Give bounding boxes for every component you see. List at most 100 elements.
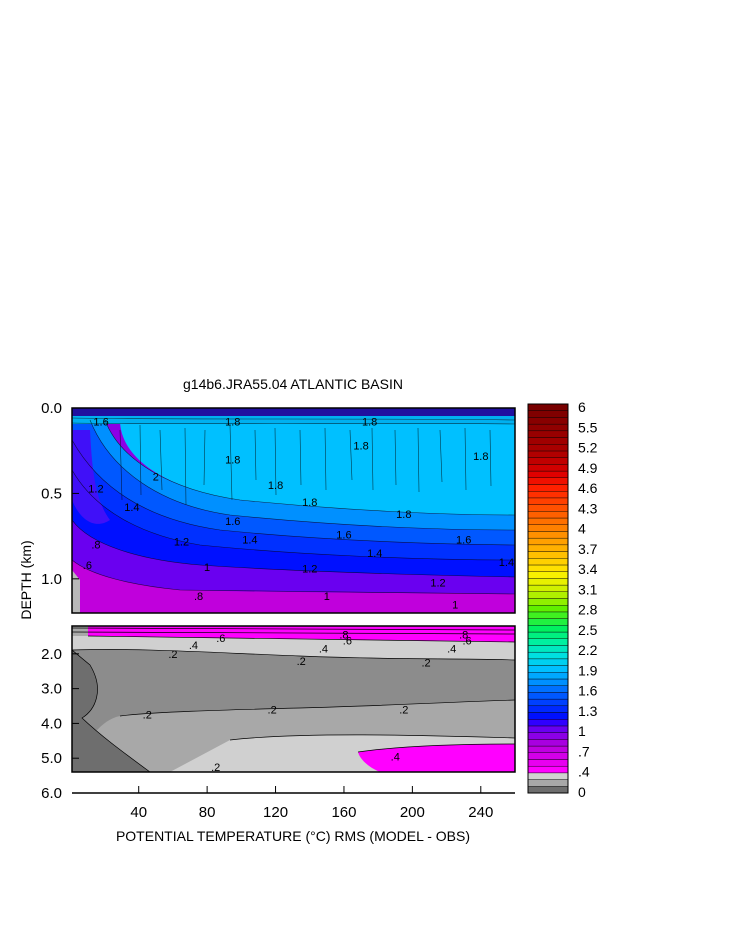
contour-label: .8 <box>91 540 100 552</box>
band-blue-1 <box>72 440 515 560</box>
contour-label: 1.2 <box>88 483 103 495</box>
contour-label: 1.6 <box>93 417 108 429</box>
lower-contour-labels: .6.4.8.6.4.8.6.4.2.2.2.2.2.2.4.2 <box>143 630 472 774</box>
contour-label: 1.6 <box>225 516 240 528</box>
y-tick-label: 6.0 <box>41 785 62 802</box>
contour-label: .2 <box>399 705 408 717</box>
colorbar-label: 4.6 <box>578 480 598 496</box>
lower-panel: .6.4.8.6.4.8.6.4.2.2.2.2.2.2.4.2 <box>71 625 516 774</box>
colorbar-swatch <box>527 698 569 707</box>
contour-label: 1 <box>324 591 330 603</box>
colorbar-label: 1.6 <box>578 683 598 699</box>
colorbar-label: 4.3 <box>578 500 598 516</box>
band-blue-2 <box>72 420 515 545</box>
band-cyan <box>120 420 515 515</box>
band-mid-gray <box>72 649 515 760</box>
contour-label: 1.8 <box>268 480 283 492</box>
band-blue-3 <box>90 420 515 530</box>
colorbar-label: 4 <box>578 521 586 537</box>
colorbar-swatch <box>527 672 569 680</box>
colorbar-swatch <box>527 685 569 693</box>
colorbar-swatch <box>527 537 569 546</box>
colorbar-labels: 6 5.5 5.2 4.9 4.6 4.3 4 3.7 3.4 3.1 2.8 2.5 2.2 1.9 1.… <box>578 399 598 800</box>
colorbar-label: 2.8 <box>578 602 598 618</box>
upper-panel: 1.6 1.8 1.81.81.81.81.81.81.821.21.41.61.6… <box>71 407 516 614</box>
contour-label: .8 <box>339 630 348 642</box>
contour-label: .4 <box>447 644 456 656</box>
x-tick-label: 40 <box>130 804 147 821</box>
x-tick-label: 80 <box>199 804 216 821</box>
colorbar-swatch <box>527 618 569 626</box>
colorbar-swatch <box>527 450 569 458</box>
contour-label: .4 <box>319 644 328 656</box>
colorbar-swatch <box>527 464 569 472</box>
contour-label: 1.6 <box>336 529 351 541</box>
contour-label: .2 <box>268 705 277 717</box>
colorbar-swatch <box>527 631 569 639</box>
x-tick-label: 200 <box>400 804 425 821</box>
x-tick-label: 120 <box>263 804 288 821</box>
colorbar-swatch <box>527 403 569 411</box>
colorbar-swatch <box>527 745 569 753</box>
y-tick-label: 0.5 <box>41 485 62 502</box>
colorbar-label: 3.1 <box>578 581 598 597</box>
colorbar-label: 1.9 <box>578 662 598 678</box>
y-tick-label: 0.0 <box>41 400 62 417</box>
colorbar-swatch <box>527 705 569 713</box>
colorbar-swatch <box>527 658 569 666</box>
band-blue-dark <box>72 470 515 577</box>
chart-title: g14b6.JRA55.04 ATLANTIC BASIN <box>183 376 403 392</box>
band-top-magenta <box>72 626 515 642</box>
contour-label: .2 <box>211 762 220 774</box>
contour-label: 1.8 <box>473 451 488 463</box>
colorbar-swatch <box>527 779 569 787</box>
colorbar-frame <box>527 403 569 794</box>
contour-label: 2 <box>153 471 159 483</box>
colorbar <box>527 403 569 794</box>
contour-label: .4 <box>189 640 198 652</box>
band-magenta-bottom <box>72 560 515 613</box>
colorbar-swatch <box>527 712 569 720</box>
band-left-edge <box>72 570 80 613</box>
colorbar-label: .4 <box>578 764 590 780</box>
y-ticks-upper: 0.0 0.5 1.0 <box>41 400 79 588</box>
colorbar-swatch <box>527 477 569 485</box>
colorbar-swatch <box>527 531 569 539</box>
y-axis-label: DEPTH (km) <box>18 540 34 619</box>
x-axis-label: POTENTIAL TEMPERATURE (°C) RMS (MODEL - … <box>116 828 470 844</box>
colorbar-label: 6 <box>578 399 586 415</box>
colorbar-label: 4.9 <box>578 460 598 476</box>
contour-label: .8 <box>194 591 203 603</box>
colorbar-swatch <box>527 457 569 465</box>
colorbar-label: 3.7 <box>578 541 598 557</box>
colorbar-swatch <box>527 524 569 532</box>
colorbar-swatch <box>527 611 569 619</box>
contour-label: .2 <box>297 656 306 668</box>
colorbar-swatch <box>527 584 569 592</box>
colorbar-swatch <box>527 739 569 747</box>
colorbar-label: 1 <box>578 723 586 739</box>
colorbar-swatch <box>527 732 569 740</box>
y-tick-label: 4.0 <box>41 715 62 732</box>
contour-label: .2 <box>143 710 152 722</box>
x-tick-label: 240 <box>468 804 493 821</box>
contour-label: 1 <box>204 562 210 574</box>
band-left-dark <box>72 650 150 772</box>
colorbar-label: 3.4 <box>578 561 598 577</box>
x-tick-label: 160 <box>331 804 356 821</box>
contour-label: 1.4 <box>242 535 257 547</box>
colorbar-label: 1.3 <box>578 703 598 719</box>
lower-contours <box>72 627 515 772</box>
band-left-deep <box>72 430 110 524</box>
band-lower-magenta <box>358 744 515 772</box>
colorbar-swatch <box>527 511 569 519</box>
colorbar-swatch <box>527 598 569 606</box>
colorbar-swatch <box>527 692 569 700</box>
colorbar-swatch <box>527 725 569 733</box>
colorbar-swatch <box>527 645 569 653</box>
y-tick-label: 1.0 <box>41 571 62 588</box>
colorbar-swatch <box>527 544 569 552</box>
contour-label: 1.8 <box>302 497 317 509</box>
colorbar-swatch <box>527 558 569 566</box>
